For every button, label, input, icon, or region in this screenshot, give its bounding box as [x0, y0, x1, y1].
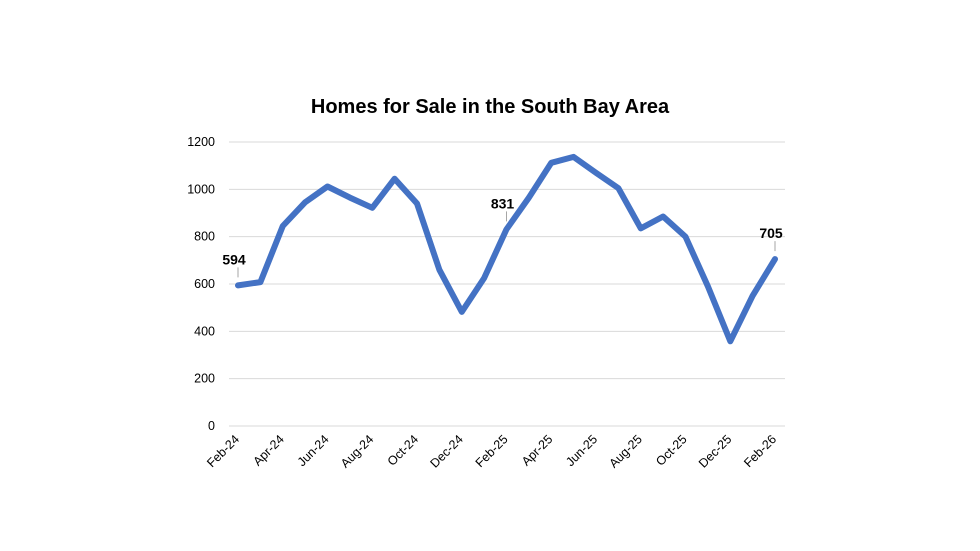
y-tick-label: 600 [194, 277, 215, 291]
x-tick-label: Apr-25 [519, 432, 555, 468]
x-tick-label: Oct-24 [385, 432, 421, 468]
data-label: 705 [759, 225, 783, 241]
y-tick-label: 1200 [187, 135, 215, 149]
x-tick-label: Apr-24 [250, 432, 286, 468]
series-line [235, 153, 778, 345]
x-axis-ticks: Feb-24 Apr-24 Jun-24 Aug-24 Oct-24 Dec-24 Feb-… [204, 432, 779, 470]
x-tick-label: Oct-25 [653, 432, 689, 468]
x-tick-label: Aug-25 [606, 432, 644, 470]
x-tick-label: Dec-24 [427, 432, 465, 470]
y-tick-label: 1000 [187, 182, 215, 196]
gridlines [229, 141, 785, 380]
data-labels: 594 831 705 [222, 195, 783, 278]
data-label: 594 [222, 251, 246, 267]
chart-title: Homes for Sale in the South Bay Area [310, 96, 670, 118]
y-tick-label: 400 [194, 324, 215, 338]
x-tick-label: Feb-24 [204, 432, 242, 470]
x-tick-label: Dec-25 [696, 432, 734, 470]
series [235, 153, 778, 345]
x-tick-label: Jun-24 [295, 432, 332, 469]
data-label: 831 [491, 195, 515, 211]
y-tick-label: 800 [194, 230, 215, 244]
x-tick-label: Aug-24 [338, 432, 376, 470]
y-tick-label: 200 [194, 372, 215, 386]
x-tick-label: Feb-26 [741, 432, 779, 470]
y-tick-label: 0 [208, 419, 215, 433]
x-tick-label: Feb-25 [473, 432, 511, 470]
x-tick-label: Jun-25 [563, 432, 600, 469]
y-axis-ticks: 0 200 400 600 800 1000 1200 [187, 135, 215, 433]
